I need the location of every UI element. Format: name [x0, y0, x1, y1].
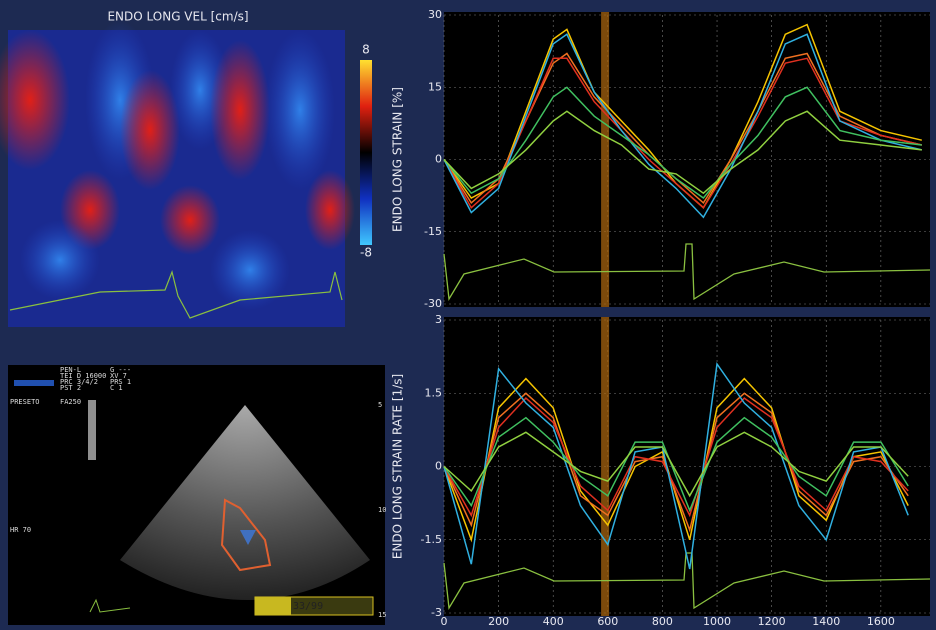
x-tick-label: 1600 [867, 615, 895, 628]
depth-label: 15 [378, 611, 386, 619]
scale-max: 8 [362, 43, 370, 57]
x-tick-label: 1200 [758, 615, 786, 628]
x-tick-label: 200 [488, 615, 509, 628]
y-tick-label: 1.5 [425, 386, 443, 399]
x-tick-label: 600 [597, 615, 618, 628]
screen: ENDO LONG VEL [cm/s] 8 -8 PEN-LG ---TEI … [0, 0, 936, 630]
ultrasound-label: HR 70 [10, 526, 31, 534]
plot-area [444, 317, 930, 616]
x-tick-label: 1400 [812, 615, 840, 628]
x-tick-label: 800 [652, 615, 673, 628]
y-tick-label: 0 [435, 460, 442, 473]
frame-counter: 33/99 [293, 601, 323, 612]
y-tick-label: -1.5 [421, 533, 442, 546]
ultrasound-label: PRESETO [10, 398, 40, 406]
time-cursor [601, 317, 609, 616]
velocity-map [0, 20, 355, 327]
y-axis-title: ENDO LONG STRAIN [%] [391, 87, 405, 232]
color-scale [360, 60, 372, 245]
y-axis-title: ENDO LONG STRAIN RATE [1/s] [391, 374, 405, 559]
scale-min: -8 [360, 246, 372, 260]
time-cursor [601, 12, 609, 307]
y-tick-label: 0 [435, 153, 442, 166]
depth-label: 5 [378, 401, 382, 409]
map-title: ENDO LONG VEL [cm/s] [107, 10, 248, 24]
y-tick-label: 30 [428, 8, 442, 21]
depth-label: 10 [378, 506, 386, 514]
y-tick-label: -30 [424, 297, 442, 310]
x-tick-label: 1000 [703, 615, 731, 628]
y-tick-label: 15 [428, 80, 442, 93]
x-tick-label: 0 [441, 615, 448, 628]
plot-area [444, 12, 930, 307]
ultrasound-label: C 1 [110, 384, 123, 392]
y-tick-label: 3 [435, 313, 442, 326]
ultrasound-label: PST 2 [60, 384, 81, 392]
app-window: ENDO LONG VEL [cm/s] 8 -8 PEN-LG ---TEI … [0, 0, 936, 630]
y-tick-label: -15 [424, 225, 442, 238]
x-tick-label: 400 [543, 615, 564, 628]
ultrasound-label: FA250 [60, 398, 81, 406]
